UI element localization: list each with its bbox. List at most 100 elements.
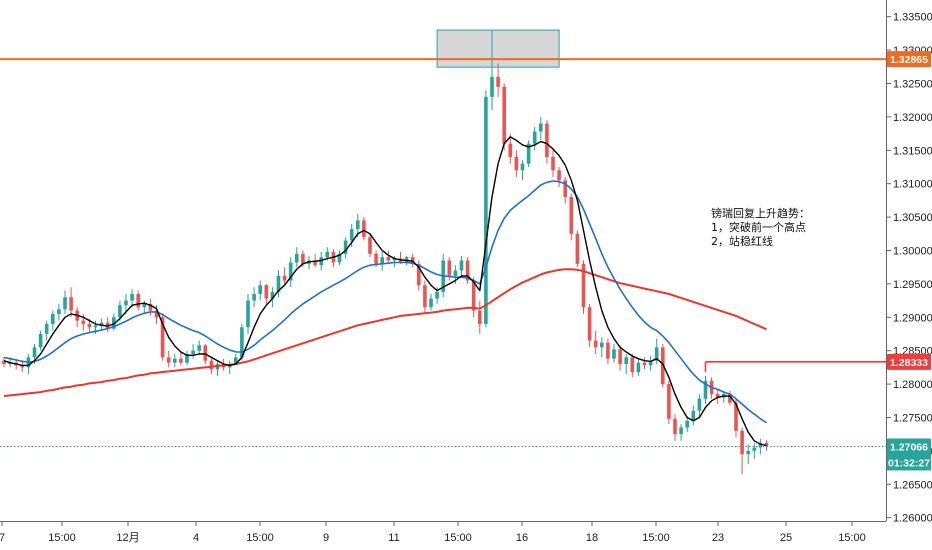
candle-body bbox=[173, 358, 177, 363]
candle-body bbox=[752, 447, 757, 451]
candle bbox=[618, 345, 622, 371]
candle-body bbox=[532, 131, 537, 144]
candle-body bbox=[191, 350, 195, 355]
moving-averages bbox=[3, 136, 767, 447]
candle bbox=[740, 427, 744, 475]
x-tick-label: 18 bbox=[586, 532, 598, 544]
candle bbox=[563, 177, 567, 204]
candle bbox=[362, 217, 366, 241]
candle-body bbox=[234, 357, 238, 365]
candle bbox=[581, 260, 586, 314]
candle bbox=[484, 90, 488, 328]
candle-body bbox=[301, 253, 305, 264]
candle-body bbox=[557, 170, 561, 181]
candle bbox=[551, 150, 555, 178]
last-price-badge-countdown: 01:32:27 bbox=[888, 457, 930, 469]
candle-body bbox=[618, 349, 622, 365]
candle-body bbox=[63, 297, 67, 310]
candle-body bbox=[697, 398, 702, 411]
resistance-badge: 1.32865 bbox=[887, 51, 931, 68]
candle-body bbox=[246, 300, 250, 328]
candle-body bbox=[673, 418, 677, 435]
candle-body bbox=[606, 342, 610, 359]
candle bbox=[612, 343, 616, 363]
candle bbox=[337, 250, 342, 266]
candle bbox=[160, 313, 165, 361]
candle bbox=[746, 444, 750, 465]
candle-body bbox=[38, 333, 43, 348]
candle bbox=[282, 267, 287, 284]
last-price-badge-countdown-bg bbox=[887, 454, 931, 471]
candle bbox=[179, 352, 183, 366]
annotation-line-2: 1，突破前一个高点 bbox=[711, 220, 806, 234]
candle-body bbox=[404, 257, 409, 262]
candle bbox=[545, 120, 549, 164]
candle-body bbox=[465, 260, 470, 281]
y-tick-label: 1.31500 bbox=[893, 145, 932, 157]
candle-body bbox=[661, 347, 665, 385]
candle bbox=[380, 251, 384, 271]
candle-body bbox=[715, 394, 720, 398]
candle bbox=[240, 323, 244, 361]
candle bbox=[252, 287, 256, 308]
annotation-line-1: 镑瑞回复上升趋势： bbox=[711, 206, 810, 220]
candle-body bbox=[209, 360, 214, 370]
candle-body bbox=[728, 394, 732, 403]
candle bbox=[368, 233, 372, 258]
candle bbox=[624, 354, 628, 375]
candle bbox=[166, 350, 171, 368]
y-tick-label: 1.31000 bbox=[893, 179, 932, 191]
candle-body bbox=[69, 297, 73, 311]
candle-body bbox=[502, 86, 506, 144]
candle-body bbox=[374, 253, 378, 264]
candle bbox=[490, 60, 494, 111]
candle-body bbox=[429, 298, 433, 308]
candle bbox=[508, 133, 513, 164]
candle-body bbox=[130, 293, 134, 301]
y-tick-label: 1.30000 bbox=[893, 245, 932, 257]
candle bbox=[679, 424, 683, 441]
candle-body bbox=[380, 257, 384, 264]
price-badges: 1.32865 1.28333 1.27066 01:32:27 bbox=[887, 51, 931, 471]
candle-body bbox=[648, 360, 653, 366]
candle-body bbox=[392, 258, 397, 261]
y-tick-label: 1.26500 bbox=[893, 479, 932, 491]
candle-body bbox=[764, 442, 769, 447]
candle bbox=[148, 298, 153, 316]
candle-body bbox=[87, 323, 92, 328]
x-tick-label: 12月 bbox=[116, 532, 139, 544]
candle bbox=[112, 313, 116, 331]
candle bbox=[557, 166, 561, 188]
candle bbox=[642, 357, 647, 370]
candle-body bbox=[642, 362, 647, 366]
x-tick-label: 15:00 bbox=[48, 532, 76, 544]
support-badge-label: 1.28333 bbox=[890, 357, 928, 369]
time-axis[interactable]: 7 15:00 12月 4 15:00 9 11 15:00 16 18 15:00 23 25 15:0… bbox=[0, 521, 866, 544]
candle bbox=[532, 126, 537, 151]
candle bbox=[343, 237, 348, 259]
candle bbox=[514, 150, 519, 178]
candle-body bbox=[349, 229, 354, 241]
candle-body bbox=[526, 143, 531, 164]
candle-body bbox=[685, 420, 689, 428]
resistance-badge-label: 1.32865 bbox=[890, 54, 928, 66]
candle-body bbox=[545, 123, 549, 157]
candle-body bbox=[691, 410, 696, 421]
candle bbox=[258, 280, 262, 301]
candle bbox=[130, 289, 134, 308]
x-tick-label: 16 bbox=[516, 532, 528, 544]
candle-body bbox=[539, 123, 543, 132]
y-tick-label: 1.32000 bbox=[893, 112, 932, 124]
candle-body bbox=[288, 262, 293, 281]
candle bbox=[520, 160, 525, 181]
candle-body bbox=[624, 357, 628, 365]
trend-annotation: 镑瑞回复上升趋势： 1，突破前一个高点 2，站稳红线 bbox=[711, 206, 810, 248]
support-badge-bg bbox=[887, 353, 931, 370]
candle-body bbox=[258, 285, 262, 294]
candle bbox=[63, 290, 67, 314]
candle-body bbox=[142, 303, 147, 308]
candle-body bbox=[471, 280, 476, 311]
candle-body bbox=[44, 323, 49, 334]
candle bbox=[600, 337, 604, 358]
